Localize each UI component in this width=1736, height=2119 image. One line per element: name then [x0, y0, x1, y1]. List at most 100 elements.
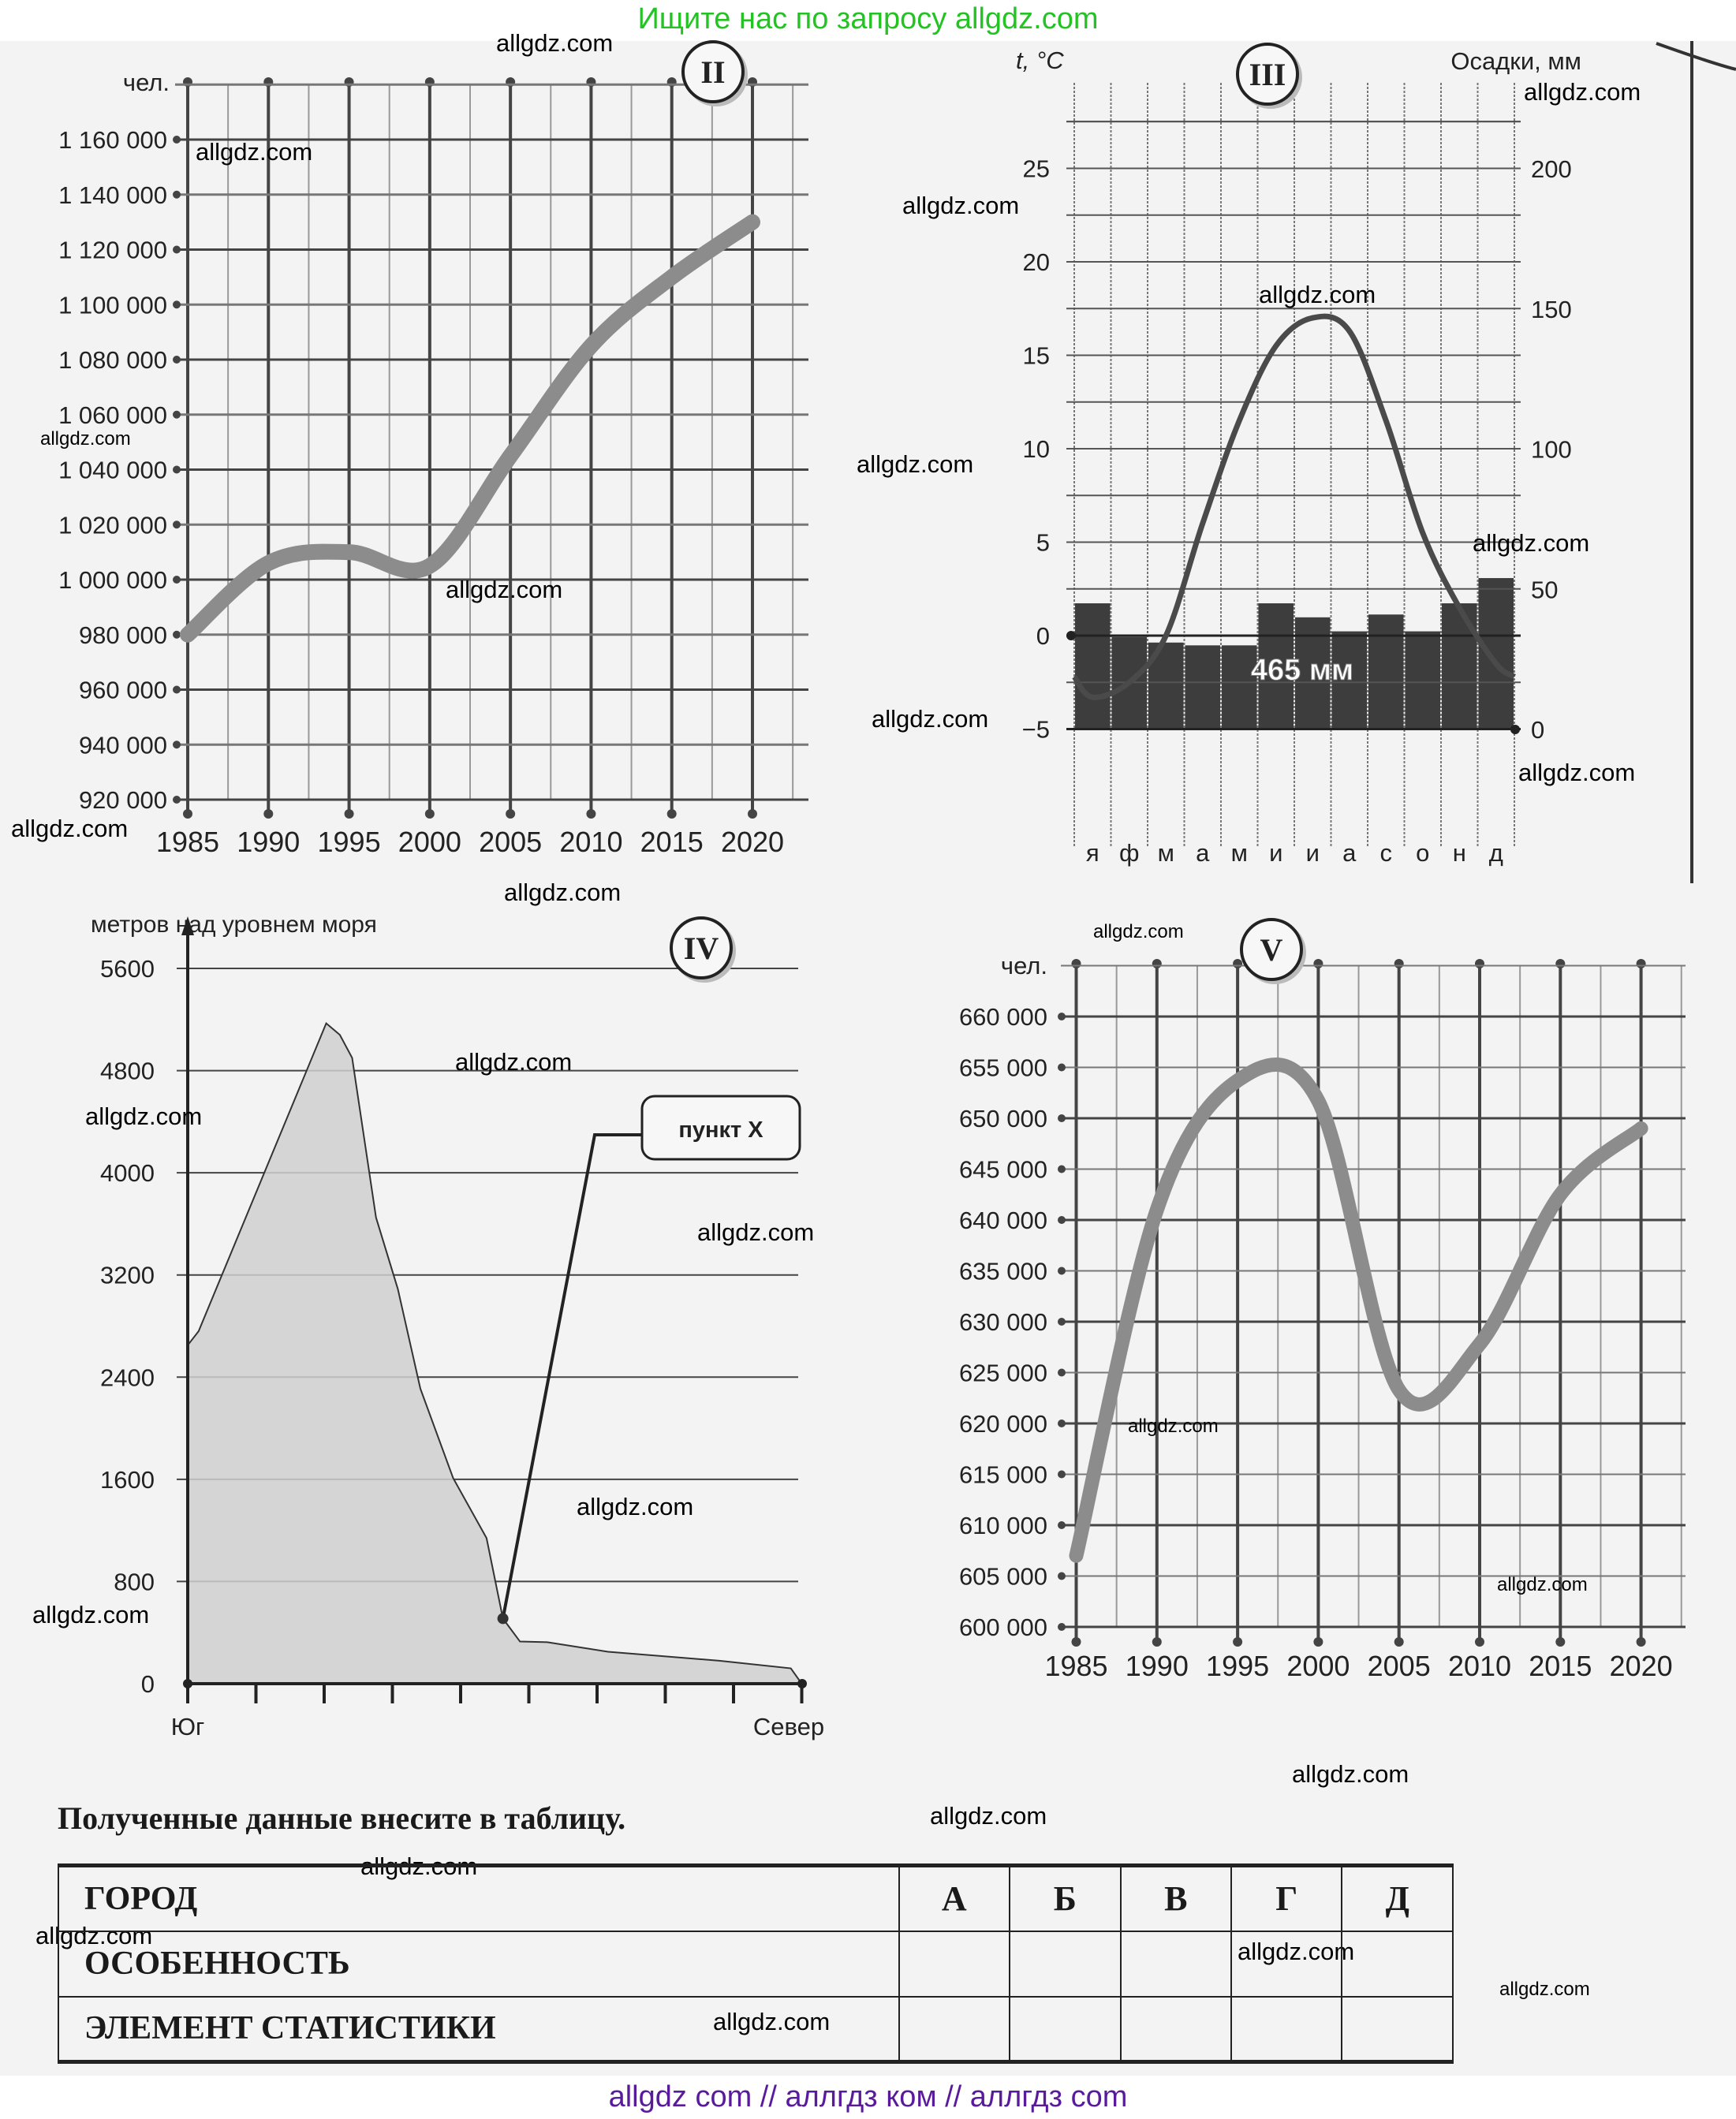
chart-V: чел. 600 000 605 000 610 000 615 000 620 000… — [959, 918, 1686, 1682]
zero-dot — [1066, 631, 1076, 640]
watermark-text: allgdz.com — [85, 1102, 203, 1130]
watermark-text: allgdz.com — [857, 450, 974, 478]
grid-dot — [344, 809, 354, 819]
axis-dot — [797, 1679, 807, 1688]
month-label: с — [1380, 839, 1393, 867]
grid-dot — [173, 136, 181, 144]
watermark-text: allgdz.com — [577, 1493, 694, 1520]
month-label: н — [1453, 839, 1466, 867]
y-tick-label: 940 000 — [79, 731, 167, 759]
y-tick-label: 1 000 000 — [58, 566, 167, 594]
precipitation-bar — [1405, 631, 1440, 729]
grid-dot — [1475, 959, 1484, 968]
watermark-text: allgdz.com — [872, 705, 989, 733]
y-tick-label: 980 000 — [79, 621, 167, 649]
answer-cell[interactable] — [1009, 1930, 1122, 1998]
answer-cell[interactable] — [1341, 1995, 1454, 2064]
answer-cell[interactable] — [1230, 1930, 1343, 1998]
chart-V-badge — [1240, 918, 1303, 981]
answer-cell[interactable] — [898, 1930, 1011, 1998]
y-tick-label: 1 080 000 — [58, 346, 167, 374]
watermark-text: allgdz.com — [455, 1048, 573, 1076]
y-tick-label: 640 000 — [959, 1207, 1047, 1234]
grid-dot — [1058, 1368, 1066, 1377]
elevation-tick-label: 3200 — [100, 1262, 155, 1289]
x-tick-label: 2020 — [721, 826, 784, 858]
watermark-text: allgdz.com — [1128, 1416, 1219, 1437]
grid-dot — [1233, 959, 1243, 968]
answer-cell[interactable] — [1230, 1995, 1343, 2064]
grid-dot — [173, 520, 181, 529]
watermark-text: allgdz.com — [1259, 281, 1376, 308]
chart-III-ylabel-left: t, °C — [1016, 47, 1064, 74]
grid-dot — [1152, 1637, 1162, 1647]
x-tick-label: 2005 — [1368, 1650, 1431, 1682]
precipitation-total-label: 465 мм — [1251, 654, 1353, 687]
temperature-tick-label: −5 — [1022, 716, 1050, 744]
temperature-tick-label: 10 — [1023, 435, 1050, 463]
month-label: о — [1416, 839, 1429, 867]
watermark-text: allgdz.com — [1473, 529, 1590, 557]
chart-II-badge — [681, 40, 745, 103]
population-line — [1069, 1057, 1648, 1563]
month-label: и — [1269, 839, 1282, 867]
temperature-tick-label: 15 — [1023, 342, 1050, 370]
grid-dot — [1058, 1623, 1066, 1631]
footer-banner: allgdz com // аллгдз ком // аллгдз com — [0, 2076, 1736, 2119]
y-tick-label: 1 160 000 — [58, 126, 167, 154]
y-tick-label: 635 000 — [959, 1258, 1047, 1285]
grid-dot — [1233, 1637, 1243, 1647]
grid-dot — [173, 630, 181, 639]
grid-dot — [1058, 1572, 1066, 1580]
column-header-d: Д — [1341, 1863, 1454, 1932]
answer-cell[interactable] — [1119, 1995, 1233, 2064]
point-x-marker — [497, 1613, 509, 1625]
answer-cell[interactable] — [1341, 1930, 1454, 1998]
y-tick-label: 1 020 000 — [58, 511, 167, 539]
month-label: а — [1342, 839, 1357, 867]
watermark-text: allgdz.com — [504, 879, 622, 906]
x-tick-label: 2015 — [640, 826, 704, 858]
answer-cell[interactable] — [1009, 1995, 1122, 2064]
grid-dot — [1058, 1420, 1066, 1427]
grid-dot — [1058, 1063, 1066, 1072]
grid-dot — [1058, 1318, 1066, 1326]
grid-dot — [1058, 1165, 1066, 1173]
precipitation-bar — [1331, 631, 1367, 729]
chart-IV-ylabel: метров над уровнем моря — [91, 912, 377, 938]
answer-cell[interactable] — [1119, 1930, 1233, 1998]
temperature-tick-label: 0 — [1036, 622, 1050, 650]
y-tick-label: 655 000 — [959, 1054, 1047, 1082]
chart-III-badge-label: III — [1249, 57, 1286, 92]
grid-dot — [1058, 1470, 1066, 1479]
x-tick-label: 2005 — [479, 826, 542, 858]
watermark-text: allgdz.com — [32, 1601, 150, 1628]
watermark-text: allgdz.com — [902, 192, 1020, 219]
grid-dot — [173, 356, 181, 364]
callout-box — [640, 1095, 801, 1161]
y-tick-label: 650 000 — [959, 1105, 1047, 1132]
x-tick-label: 1985 — [1044, 1650, 1107, 1682]
callout-label: пункт X — [678, 1117, 763, 1143]
row-header-statistic: ЭЛЕМЕНТ СТАТИСТИКИ — [58, 1995, 900, 2064]
precipitation-tick-label: 200 — [1531, 155, 1572, 183]
month-label: м — [1158, 839, 1174, 867]
chart-IV-north-label: Север — [753, 1713, 824, 1740]
grid-dot — [1058, 1114, 1066, 1122]
x-tick-label: 2015 — [1529, 1650, 1592, 1682]
answer-cell[interactable] — [898, 1995, 1011, 2064]
column-header-a: А — [898, 1863, 1011, 1932]
grid-dot — [263, 809, 274, 819]
month-label: м — [1231, 839, 1248, 867]
grid-dot — [1394, 959, 1404, 968]
temperature-tick-label: 25 — [1023, 155, 1050, 183]
precipitation-bar — [1222, 645, 1257, 729]
y-axis-arrow-icon — [181, 916, 194, 935]
y-tick-label: 1 060 000 — [58, 401, 167, 429]
elevation-tick-label: 0 — [141, 1670, 155, 1698]
grid-dot — [173, 410, 181, 419]
grid-dot — [173, 685, 181, 694]
chart-IV-badge — [670, 916, 733, 979]
zero-dot — [1510, 725, 1520, 734]
row-header-city: ГОРОД — [58, 1863, 900, 1932]
